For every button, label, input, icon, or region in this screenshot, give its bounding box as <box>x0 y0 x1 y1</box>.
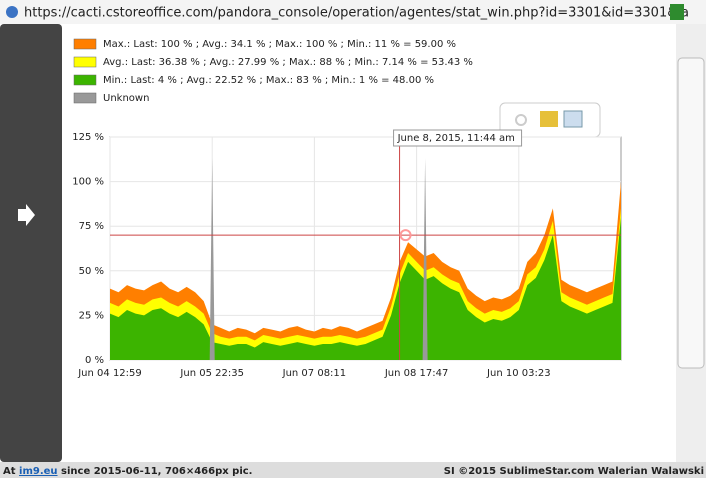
url[interactable]: https://cacti.cstoreoffice.com/pandora_c… <box>24 6 697 21</box>
x-tick-label: Jun 04 12:59 <box>77 368 142 379</box>
table-icon[interactable] <box>563 110 583 128</box>
footer-link[interactable]: im9.eu <box>19 466 58 477</box>
legend-label: Max.: Last: 100 % ; Avg.: 34.1 % ; Max.:… <box>103 39 456 50</box>
legend-swatch <box>73 56 97 68</box>
url-bar[interactable] <box>0 0 706 24</box>
x-tick-label: Jun 05 22:35 <box>179 368 244 379</box>
legend-label: Avg.: Last: 36.38 % ; Avg.: 27.99 % ; Ma… <box>103 57 473 68</box>
tooltip: June 8, 2015, 11:44 am <box>397 133 515 144</box>
legend-swatch <box>73 38 97 50</box>
x-tick-label: Jun 10 03:23 <box>486 368 551 379</box>
y-tick-label: 100 % <box>72 177 104 188</box>
site-icon <box>6 6 18 18</box>
y-tick-label: 25 % <box>79 310 104 321</box>
zoom-icon[interactable] <box>515 114 527 126</box>
legend-label: Min.: Last: 4 % ; Avg.: 22.52 % ; Max.: … <box>103 75 434 86</box>
footer <box>0 462 706 478</box>
y-tick-label: 0 % <box>85 355 104 366</box>
footer-left: At im9.eu since 2015-06-11, 706×466px pi… <box>3 466 252 477</box>
crosshair-point <box>399 229 412 242</box>
area <box>110 217 621 360</box>
y-tick-label: 75 % <box>79 221 104 232</box>
tooltip-box <box>393 129 523 147</box>
x-tick-label: Jun 07 08:11 <box>282 368 347 379</box>
url-end <box>688 2 706 22</box>
footer-right: SI ©2015 SublimeStar.com Walerian Walaws… <box>444 466 704 477</box>
legend-label: Unknown <box>103 93 149 104</box>
unknown-spike <box>209 158 215 360</box>
chart-icon[interactable] <box>540 111 558 127</box>
y-tick-label: 50 % <box>79 266 104 277</box>
scroll-thumb[interactable] <box>677 57 705 369</box>
y-tick-label: 125 % <box>72 132 104 143</box>
shield-icon <box>670 4 684 20</box>
legend-swatch <box>73 92 97 104</box>
legend-swatch <box>73 74 97 86</box>
x-tick-label: Jun 08 17:47 <box>384 368 449 379</box>
expand-arrow[interactable] <box>18 204 35 226</box>
unknown-spike <box>422 158 428 360</box>
side-panel[interactable] <box>0 24 62 462</box>
